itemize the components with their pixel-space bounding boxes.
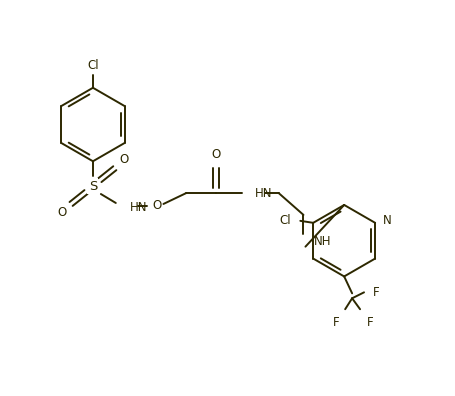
Text: HN: HN (255, 187, 272, 200)
Text: O: O (57, 206, 67, 219)
Text: O: O (119, 153, 128, 166)
Text: F: F (333, 316, 339, 329)
Text: F: F (367, 316, 373, 329)
Text: N: N (383, 214, 392, 227)
Text: Cl: Cl (87, 59, 99, 72)
Text: O: O (153, 200, 162, 212)
Text: O: O (212, 148, 221, 161)
Text: Cl: Cl (280, 214, 291, 227)
Text: NH: NH (313, 235, 331, 248)
Text: F: F (373, 286, 379, 299)
Text: HN: HN (130, 202, 147, 214)
Text: S: S (89, 179, 97, 192)
